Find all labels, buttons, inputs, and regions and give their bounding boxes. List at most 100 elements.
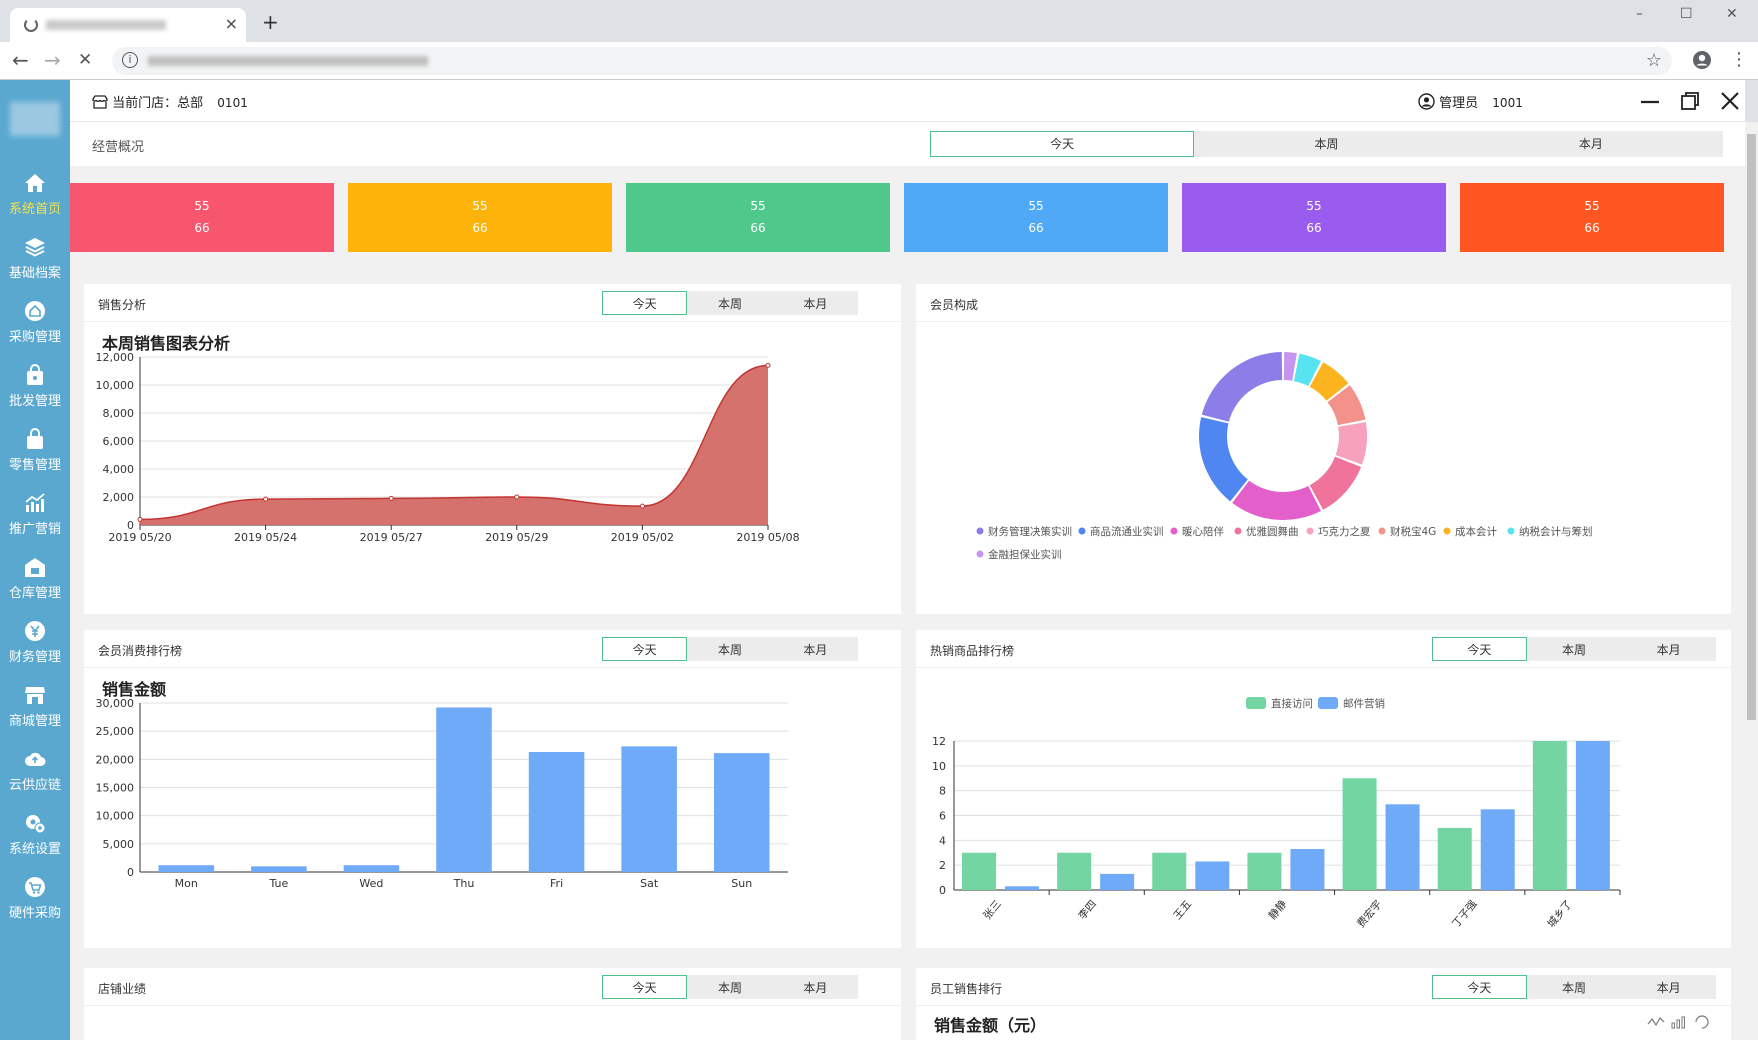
period-tab[interactable]: 本周 xyxy=(1562,981,1587,995)
y-tick-label: 10,000 xyxy=(96,810,135,823)
stat-value: 66 xyxy=(194,221,210,235)
period-tab[interactable]: 本月 xyxy=(1656,643,1681,657)
sidebar-item-7[interactable]: 财务管理 xyxy=(0,620,70,684)
sidebar-item-label: 财务管理 xyxy=(8,650,61,665)
stat-tile[interactable]: 55 66 xyxy=(1182,183,1446,252)
legend-label: 纳税会计与筹划 xyxy=(1519,525,1593,538)
data-point xyxy=(137,516,143,522)
sidebar-item-5[interactable]: 推广营销 xyxy=(0,492,70,556)
close-icon[interactable] xyxy=(1720,91,1740,111)
period-tab[interactable]: 今天 xyxy=(602,975,688,999)
bar xyxy=(343,865,400,872)
sidebar-item-label: 批发管理 xyxy=(8,394,61,409)
x-tick-label: 2019 05/02 xyxy=(611,531,674,544)
profile-icon[interactable] xyxy=(1692,50,1712,70)
x-tick-label: Mon xyxy=(175,877,198,890)
stat-tile[interactable]: 55 66 xyxy=(626,183,890,252)
tab-close-icon[interactable]: × xyxy=(224,14,238,33)
period-tab[interactable]: 本周 xyxy=(1314,137,1339,151)
bookmark-star-icon[interactable]: ☆ xyxy=(1645,50,1662,71)
y-tick-label: 12 xyxy=(932,735,946,748)
stat-value: 66 xyxy=(1584,221,1600,235)
address-bar[interactable]: i ☆ xyxy=(112,47,1672,75)
data-point xyxy=(765,362,771,368)
period-tab[interactable]: 今天 xyxy=(930,131,1195,157)
period-tab[interactable]: 本月 xyxy=(1656,981,1681,995)
period-tab[interactable]: 今天 xyxy=(1432,637,1527,661)
period-tab[interactable]: 本周 xyxy=(717,643,742,657)
bar xyxy=(1575,741,1610,890)
restore-icon[interactable] xyxy=(1680,91,1700,111)
sales-area-chart: 0 2,000 4,000 6,000 8,000 10,000 12,000 2019 05… xyxy=(96,351,800,544)
period-tab[interactable]: 今天 xyxy=(1432,975,1527,999)
sidebar-item-0[interactable]: 系统首页 xyxy=(0,172,70,236)
scrollbar-thumb[interactable] xyxy=(1747,134,1756,720)
legend-marker xyxy=(1318,697,1338,709)
new-tab-button[interactable]: + xyxy=(262,10,279,34)
overview-title: 经营概况 xyxy=(92,140,145,155)
member-rank-card: 会员消费排行榜 今天 本周 本月 销售金额 0 5,000 10,000 15,000 20… xyxy=(84,630,901,948)
layers-icon xyxy=(25,238,45,257)
period-tab[interactable]: 本周 xyxy=(717,981,742,995)
sidebar-item-3[interactable]: 批发管理 xyxy=(0,364,70,428)
pie-slice xyxy=(1199,417,1248,502)
forward-button[interactable]: → xyxy=(44,48,61,72)
legend-marker xyxy=(1443,527,1451,535)
refresh-icon xyxy=(1695,1015,1709,1029)
stop-button[interactable]: ✕ xyxy=(78,50,93,70)
x-tick-label: 2019 05/24 xyxy=(234,531,297,544)
y-tick-label: 10 xyxy=(932,760,946,773)
stat-tile[interactable]: 55 66 xyxy=(348,183,612,252)
period-tab[interactable]: 本月 xyxy=(1578,137,1603,151)
browser-menu-icon[interactable]: ⋮ xyxy=(1730,49,1748,70)
back-button[interactable]: ← xyxy=(12,48,29,72)
legend-label: 邮件营销 xyxy=(1343,697,1385,710)
y-tick-label: 2 xyxy=(939,859,946,872)
current-user[interactable]: 管理员 1001 xyxy=(1418,92,1523,111)
info-icon[interactable]: i xyxy=(122,52,138,68)
period-tab[interactable]: 今天 xyxy=(602,637,688,661)
sidebar-item-10[interactable]: 系统设置 xyxy=(0,812,70,876)
y-tick-label: 0 xyxy=(939,884,946,897)
bar xyxy=(436,707,492,872)
sidebar-item-8[interactable]: 商城管理 xyxy=(0,684,70,748)
tab-title-blurred xyxy=(46,20,166,30)
scrollbar[interactable] xyxy=(1745,122,1758,1040)
period-tab[interactable]: 本月 xyxy=(803,981,828,995)
sidebar-item-4[interactable]: 零售管理 xyxy=(0,428,70,492)
sidebar-item-label: 系统首页 xyxy=(8,202,61,217)
legend-label: 暖心陪伴 xyxy=(1182,525,1224,538)
app-header: 当前门店：总部 0101 管理员 1001 xyxy=(70,80,1745,122)
card-title: 会员消费排行榜 xyxy=(98,644,183,658)
stat-tile[interactable]: 55 66 xyxy=(70,183,334,252)
bar xyxy=(1152,852,1187,890)
stat-tile[interactable]: 55 66 xyxy=(904,183,1168,252)
period-tab[interactable]: 今天 xyxy=(602,291,688,315)
period-tab[interactable]: 本周 xyxy=(717,297,742,311)
maximize-button[interactable]: ☐ xyxy=(1680,6,1693,22)
sidebar-item-6[interactable]: 仓库管理 xyxy=(0,556,70,620)
sidebar-item-1[interactable]: 基础档案 xyxy=(0,236,70,300)
sidebar-item-11[interactable]: 硬件采购 xyxy=(0,876,70,940)
close-window-button[interactable]: ✕ xyxy=(1726,6,1738,22)
card-title: 销售分析 xyxy=(98,298,147,312)
period-tab[interactable]: 本周 xyxy=(1562,643,1587,657)
browser-tab[interactable]: × xyxy=(10,8,246,42)
stat-tile[interactable]: 55 66 xyxy=(1460,183,1724,252)
bar xyxy=(528,752,585,872)
sidebar-item-2[interactable]: 采购管理 xyxy=(0,300,70,364)
legend-marker xyxy=(1170,527,1178,535)
member-composition-card: 会员构成 财务管理决策实训 商品流通业实训 暖心陪伴 优雅圆舞曲 巧克力之夏 财税宝4G 成… xyxy=(916,284,1731,614)
period-tab[interactable]: 本月 xyxy=(803,297,828,311)
shop-icon xyxy=(25,687,45,704)
store-performance-card: 店铺业绩 今天 本周 本月 xyxy=(84,968,901,1040)
chart-toolbox[interactable] xyxy=(1646,1014,1716,1030)
minimize-button[interactable]: – xyxy=(1636,6,1643,22)
legend-label: 商品流通业实训 xyxy=(1090,525,1164,538)
minimize-icon[interactable] xyxy=(1640,92,1660,112)
y-tick-label: 2,000 xyxy=(103,491,135,504)
y-tick-label: 25,000 xyxy=(96,725,135,738)
period-tab[interactable]: 本月 xyxy=(803,643,828,657)
sidebar-item-9[interactable]: 云供应链 xyxy=(0,748,70,812)
hot-goods-bar-chart: 直接访问 邮件营销 0 2 4 6 8 10 12 张三 李四 王五 静静 费宏宇 丁子强 城乡了 xyxy=(932,697,1621,930)
